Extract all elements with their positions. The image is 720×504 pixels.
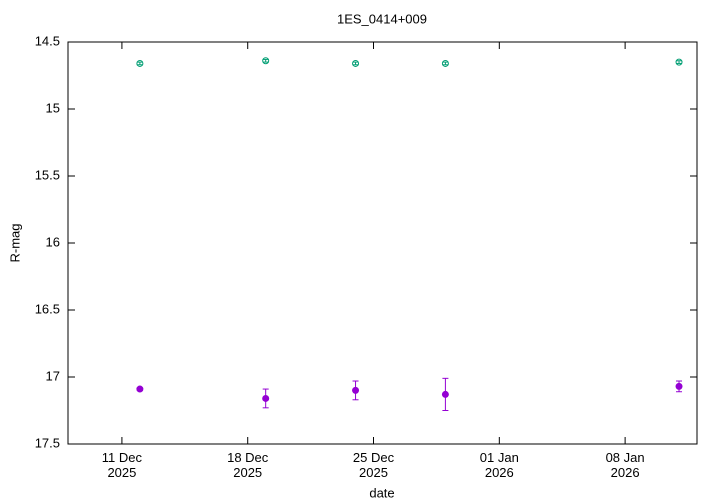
data-point — [675, 382, 683, 390]
data-point — [441, 390, 449, 398]
chart-title: 1ES_0414+009 — [337, 11, 427, 26]
data-point — [136, 59, 144, 67]
x-tick-label: 01 Jan 2026 — [479, 450, 519, 480]
error-bar — [136, 61, 143, 66]
y-axis-label: R-mag — [7, 223, 22, 262]
y-tick-label: 17.5 — [35, 435, 60, 450]
x-tick-label: 25 Dec 2025 — [352, 450, 395, 480]
y-tick-label: 16 — [46, 234, 60, 249]
plot-frame — [67, 41, 698, 445]
data-point — [352, 59, 360, 67]
error-bar — [352, 61, 359, 66]
x-tick-label: 11 Dec 2025 — [101, 450, 143, 480]
y-tick-label: 16.5 — [35, 301, 60, 316]
x-axis-label: date — [369, 485, 394, 500]
data-point — [262, 57, 270, 65]
data-point — [352, 386, 360, 394]
data-point — [136, 385, 144, 393]
error-bar — [676, 60, 683, 64]
y-tick-label: 14.5 — [35, 33, 60, 48]
y-tick-label: 15.5 — [35, 167, 60, 182]
data-point — [262, 394, 270, 402]
x-tick-label: 08 Jan 2026 — [605, 450, 645, 480]
data-point — [441, 59, 449, 67]
error-bar — [442, 61, 449, 66]
y-tick-label: 15 — [46, 100, 60, 115]
y-tick-label: 17 — [46, 368, 60, 383]
x-tick-label: 18 Dec 2025 — [227, 450, 269, 480]
error-bar — [262, 58, 269, 63]
data-point — [675, 58, 683, 66]
